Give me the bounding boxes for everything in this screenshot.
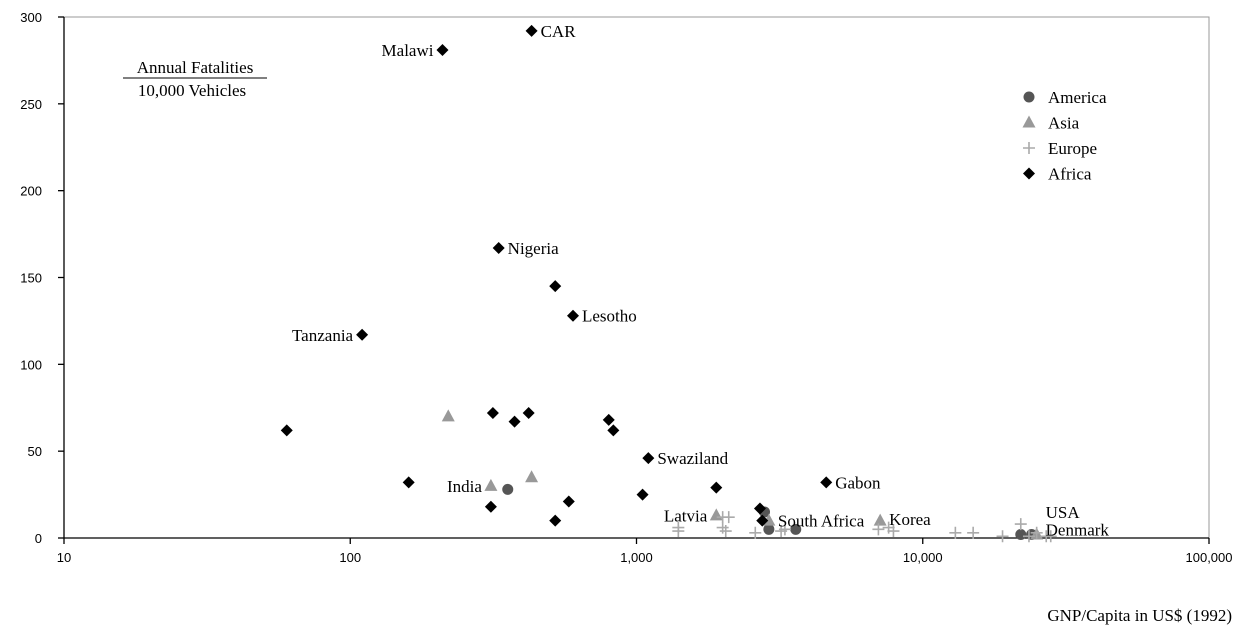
y-tick-label: 150 [20, 271, 42, 286]
europe-point [1014, 518, 1027, 531]
asia-point [873, 513, 887, 526]
y-tick-label: 0 [35, 531, 42, 546]
africa-point [280, 424, 293, 437]
x-tick-label: 10 [57, 550, 71, 565]
point-label: Swaziland [657, 449, 728, 468]
africa-point [566, 309, 579, 322]
africa-point [492, 241, 505, 254]
europe-point [996, 530, 1009, 543]
europe-point [872, 523, 885, 536]
asia-point [484, 478, 498, 491]
legend: America Asia Europe Africa [1022, 88, 1107, 184]
africa-point [486, 406, 499, 419]
point-label: USA [1046, 503, 1081, 522]
africa-point [636, 488, 649, 501]
asia-point [709, 508, 723, 521]
europe-point [778, 523, 791, 536]
europe-point [1022, 530, 1035, 543]
point-label: Malawi [382, 41, 434, 60]
africa-point [549, 514, 562, 527]
point-label: Nigeria [508, 239, 559, 258]
africa-point [402, 476, 415, 489]
legend-label-europe: Europe [1048, 139, 1097, 158]
africa-point [820, 476, 833, 489]
x-tick-label: 100 [339, 550, 361, 565]
africa-point [710, 481, 723, 494]
x-tick-label: 100,000 [1186, 550, 1233, 565]
x-tick-label: 1,000 [620, 550, 653, 565]
america-point [763, 523, 775, 535]
y-axis-title: Annual Fatalities 10,000 Vehicles [123, 58, 267, 100]
point-label: CAR [541, 22, 577, 41]
y-axis-title-line-2: 10,000 Vehicles [138, 81, 246, 100]
x-axis-title: GNP/Capita in US$ (1992) [1047, 606, 1232, 625]
legend-label-america: America [1048, 88, 1107, 107]
point-label: Korea [889, 510, 931, 529]
legend-marker-europe [1023, 142, 1035, 154]
point-label: South Africa [778, 512, 865, 531]
africa-point [562, 495, 575, 508]
europe-point [1030, 526, 1043, 539]
africa-point [756, 514, 769, 527]
y-tick-label: 100 [20, 357, 42, 372]
legend-marker-america [1023, 91, 1035, 103]
africa-point [356, 328, 369, 341]
europe-point [719, 525, 732, 538]
legend-label-asia: Asia [1048, 114, 1080, 133]
africa-point [753, 502, 766, 515]
data-points [280, 24, 1057, 543]
europe-point [949, 526, 962, 539]
europe-point [672, 525, 685, 538]
africa-point [436, 43, 449, 56]
africa-point [525, 24, 538, 37]
legend-marker-africa [1023, 167, 1035, 180]
x-tick-label: 10,000 [903, 550, 943, 565]
point-label: Denmark [1046, 520, 1110, 539]
america-point [502, 483, 514, 495]
america-point [790, 523, 802, 535]
europe-point [1044, 530, 1057, 543]
asia-point [525, 470, 539, 483]
america-point [1015, 529, 1027, 541]
y-tick-label: 50 [28, 444, 42, 459]
point-label: Lesotho [582, 307, 637, 326]
y-tick-label: 300 [20, 10, 42, 25]
y-tick-label: 250 [20, 97, 42, 112]
europe-point [967, 526, 980, 539]
y-tick-label: 200 [20, 184, 42, 199]
y-axis-title-line-1: Annual Fatalities [137, 58, 254, 77]
asia-point [441, 409, 455, 422]
legend-marker-asia [1022, 115, 1036, 128]
point-label: India [447, 477, 482, 496]
africa-point [508, 415, 521, 428]
africa-point [522, 406, 535, 419]
point-label: Tanzania [292, 326, 354, 345]
africa-point [607, 424, 620, 437]
africa-point [642, 452, 655, 465]
africa-point [484, 500, 497, 513]
europe-point [749, 526, 762, 539]
europe-point [887, 525, 900, 538]
point-label: Latvia [664, 506, 708, 525]
point-labels: CAR Malawi Nigeria Lesotho Tanzania Swaziland… [292, 22, 1109, 539]
point-label: Gabon [835, 473, 881, 492]
africa-point [549, 280, 562, 293]
africa-point [602, 413, 615, 426]
europe-point [722, 511, 735, 524]
legend-label-africa: Africa [1048, 165, 1092, 184]
